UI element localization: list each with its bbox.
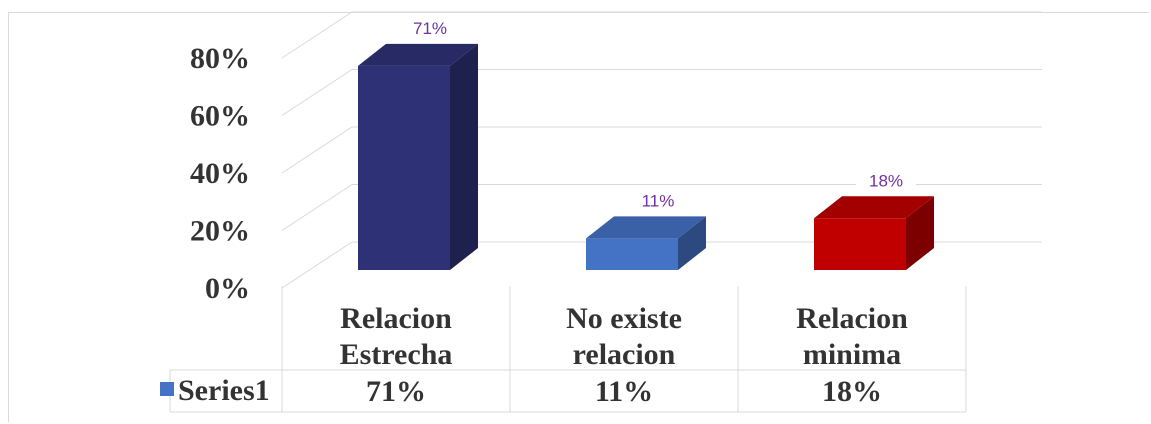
bar-top	[586, 216, 706, 239]
category-label: No existe	[566, 302, 682, 335]
y-tick-label: 0%	[205, 272, 250, 305]
data-label: 18%	[869, 171, 903, 190]
side-gridline	[281, 69, 353, 116]
data-label-bg	[400, 16, 460, 41]
y-tick-label: 60%	[190, 100, 250, 133]
bar-front	[814, 218, 906, 270]
y-tick-label: 40%	[190, 157, 250, 190]
y-tick-label: 80%	[190, 42, 250, 75]
data-label-bg	[856, 169, 916, 194]
y-tick-label: 20%	[190, 215, 250, 248]
category-label: Relacion	[796, 302, 908, 335]
category-label: relacion	[573, 338, 676, 371]
data-label: 71%	[413, 19, 447, 38]
bar-side	[678, 216, 706, 270]
bar-front	[586, 238, 678, 270]
category-label: Relacion	[340, 302, 452, 335]
table-value: 18%	[822, 375, 882, 408]
legend-key	[160, 382, 174, 396]
bar-top	[358, 43, 478, 66]
side-gridline	[281, 11, 353, 59]
series-name: Series1	[178, 374, 270, 407]
table-value: 11%	[595, 375, 653, 408]
side-gridline	[281, 184, 353, 231]
data-label: 11%	[642, 191, 675, 210]
bar-top	[814, 196, 934, 219]
category-label: Estrecha	[340, 338, 453, 371]
bar-side	[450, 43, 478, 270]
floor-edge	[281, 241, 353, 289]
category-label: minima	[803, 338, 901, 371]
bar-side	[906, 196, 934, 270]
side-gridline	[281, 126, 353, 174]
bar-front	[358, 65, 450, 270]
table-value: 71%	[366, 375, 426, 408]
data-label-bg	[628, 189, 688, 214]
